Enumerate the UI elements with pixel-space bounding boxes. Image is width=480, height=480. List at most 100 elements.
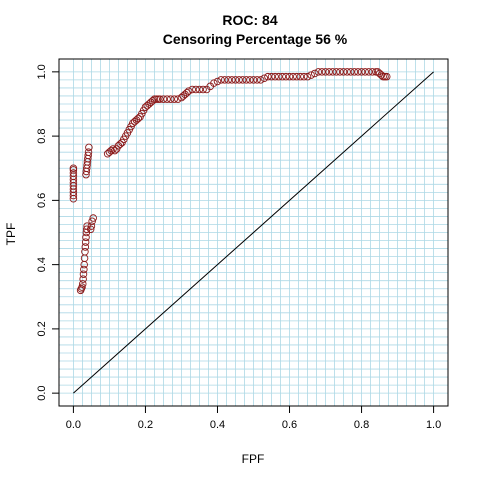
data-point [81, 238, 90, 246]
data-point [336, 68, 344, 76]
x-tick-label: 0.0 [66, 419, 81, 431]
data-point [372, 68, 380, 76]
data-point [85, 143, 93, 152]
data-point [350, 68, 359, 76]
chart-title: ROC: 84 [222, 12, 277, 28]
y-tick-label: 0.6 [36, 193, 48, 208]
data-point [154, 95, 162, 103]
data-points [69, 68, 391, 295]
reference-diagonal [73, 71, 434, 394]
data-point [150, 95, 159, 103]
data-point [87, 222, 96, 230]
grid [59, 59, 448, 406]
data-point [199, 85, 207, 94]
y-axis-label: TPF [4, 223, 18, 246]
chart-subtitle: Censoring Percentage 56 % [163, 31, 348, 47]
data-point [238, 76, 247, 84]
data-point [79, 270, 88, 279]
data-point [368, 68, 377, 76]
data-point [69, 164, 78, 172]
data-point [210, 79, 218, 87]
data-point [303, 72, 312, 81]
data-point [328, 68, 337, 76]
data-point [325, 68, 333, 76]
data-point [217, 76, 225, 84]
data-point [82, 233, 90, 242]
data-point [86, 225, 95, 234]
data-point [339, 68, 348, 76]
data-point [282, 72, 290, 81]
data-point [289, 72, 297, 81]
data-point [235, 76, 243, 84]
data-point [159, 95, 168, 103]
data-point [81, 248, 89, 256]
x-tick-label: 0.6 [282, 419, 297, 431]
data-point [354, 68, 362, 76]
data-point [292, 72, 301, 81]
data-point [184, 87, 193, 95]
data-point [321, 68, 330, 76]
data-point [253, 76, 261, 84]
y-tick-label: 0.2 [36, 321, 48, 336]
data-point [116, 140, 124, 148]
x-tick-label: 0.8 [354, 419, 369, 431]
data-point [170, 95, 179, 103]
data-point [296, 72, 305, 81]
data-point [278, 72, 287, 81]
data-point [264, 72, 272, 81]
data-point [134, 114, 142, 123]
data-point [166, 95, 175, 103]
data-point [267, 72, 276, 81]
data-point [156, 95, 164, 103]
data-point [183, 88, 191, 97]
x-axis-label: FPF [242, 452, 265, 466]
data-point [84, 151, 92, 160]
x-axis: 0.0 0.2 0.4 0.6 0.8 1.0 [66, 405, 441, 431]
data-point [174, 95, 182, 103]
data-point [307, 71, 315, 79]
data-point [310, 69, 319, 78]
data-point [379, 72, 387, 81]
y-tick-label: 0.4 [36, 257, 48, 272]
data-point [163, 95, 171, 103]
data-point [256, 76, 265, 84]
data-point [274, 72, 283, 81]
data-point [148, 97, 157, 105]
data-point [260, 74, 269, 83]
data-point [314, 68, 323, 76]
x-tick-label: 0.4 [210, 419, 225, 431]
data-point [213, 77, 222, 86]
data-point [361, 68, 369, 76]
data-point [228, 76, 236, 84]
data-point [365, 68, 373, 76]
data-point [271, 72, 279, 81]
x-tick-label: 1.0 [426, 419, 441, 431]
data-point [89, 214, 97, 222]
data-point [231, 76, 240, 84]
data-point [347, 68, 355, 76]
data-point [377, 71, 386, 79]
y-axis: 0.0 0.2 0.4 0.6 0.8 1.0 [36, 64, 60, 401]
data-point [79, 280, 87, 288]
data-point [332, 68, 341, 76]
data-point [249, 76, 258, 84]
data-point [285, 72, 294, 81]
reference-diagonal-layer [73, 71, 434, 394]
data-point [318, 68, 326, 76]
data-point [195, 85, 204, 94]
data-point [81, 243, 90, 251]
data-point [357, 68, 366, 76]
y-tick-label: 0.0 [36, 385, 48, 400]
data-point [188, 85, 197, 94]
data-point [107, 146, 115, 155]
data-point [224, 76, 233, 84]
y-tick-label: 1.0 [36, 64, 48, 79]
data-point [80, 265, 88, 274]
data-point [381, 72, 389, 81]
data-point [192, 85, 200, 94]
data-point [152, 95, 160, 103]
data-point [88, 217, 96, 226]
x-tick-label: 0.2 [138, 419, 153, 431]
data-point [300, 72, 308, 81]
